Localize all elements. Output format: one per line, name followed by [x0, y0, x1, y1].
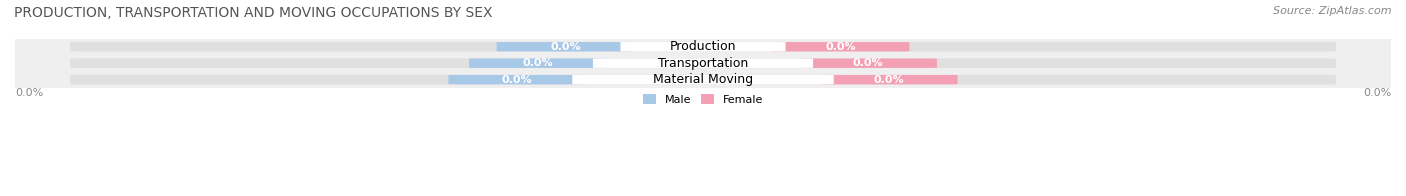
Bar	[15, 55, 1391, 71]
Bar	[15, 71, 1391, 88]
FancyBboxPatch shape	[470, 59, 606, 68]
Text: Material Moving: Material Moving	[652, 73, 754, 86]
FancyBboxPatch shape	[620, 42, 786, 51]
FancyBboxPatch shape	[572, 75, 834, 84]
FancyBboxPatch shape	[70, 75, 1336, 84]
Text: 0.0%: 0.0%	[502, 75, 533, 85]
Text: 0.0%: 0.0%	[825, 42, 856, 52]
Text: Source: ZipAtlas.com: Source: ZipAtlas.com	[1274, 6, 1392, 16]
Text: 0.0%: 0.0%	[550, 42, 581, 52]
FancyBboxPatch shape	[593, 59, 813, 68]
Bar	[15, 39, 1391, 55]
Legend: Male, Female: Male, Female	[638, 90, 768, 109]
Text: 0.0%: 0.0%	[15, 88, 44, 98]
Text: Transportation: Transportation	[658, 57, 748, 70]
Text: PRODUCTION, TRANSPORTATION AND MOVING OCCUPATIONS BY SEX: PRODUCTION, TRANSPORTATION AND MOVING OC…	[14, 6, 492, 20]
FancyBboxPatch shape	[70, 58, 1336, 68]
Text: Production: Production	[669, 40, 737, 53]
Text: 0.0%: 0.0%	[523, 58, 553, 68]
Text: 0.0%: 0.0%	[1362, 88, 1391, 98]
FancyBboxPatch shape	[70, 42, 1336, 52]
FancyBboxPatch shape	[496, 42, 634, 51]
Text: 0.0%: 0.0%	[873, 75, 904, 85]
FancyBboxPatch shape	[449, 75, 586, 84]
FancyBboxPatch shape	[772, 42, 910, 51]
Text: 0.0%: 0.0%	[853, 58, 883, 68]
FancyBboxPatch shape	[800, 59, 936, 68]
FancyBboxPatch shape	[820, 75, 957, 84]
